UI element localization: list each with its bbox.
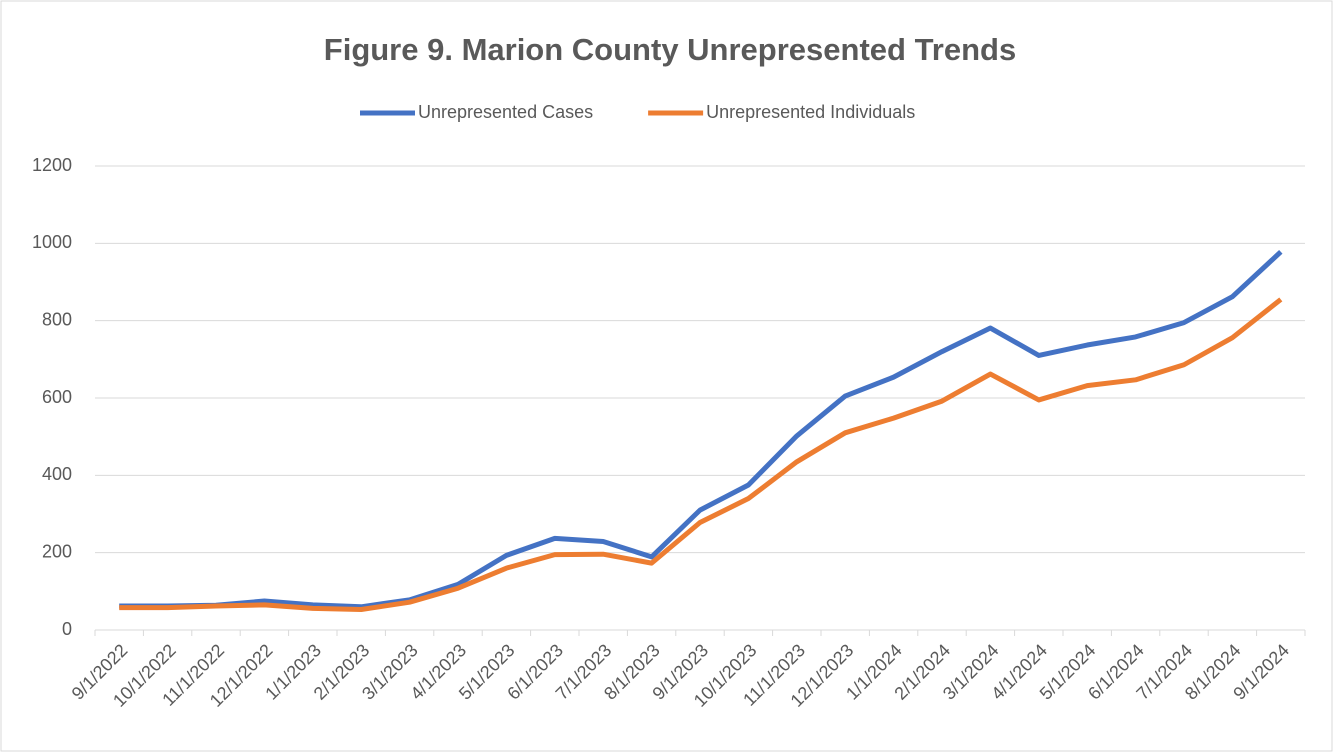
y-tick-label: 200	[42, 541, 72, 561]
series-line	[119, 250, 1283, 610]
legend-label: Unrepresented Cases	[418, 102, 593, 122]
y-tick-label: 0	[62, 619, 72, 639]
y-tick-label: 1200	[32, 155, 72, 175]
y-tick-label: 1000	[32, 232, 72, 252]
series-line	[119, 297, 1283, 613]
chart-title: Figure 9. Marion County Unrepresented Tr…	[324, 32, 1016, 67]
y-tick-label: 400	[42, 464, 72, 484]
legend-label: Unrepresented Individuals	[706, 102, 915, 122]
y-tick-label: 600	[42, 387, 72, 407]
y-tick-label: 800	[42, 309, 72, 329]
